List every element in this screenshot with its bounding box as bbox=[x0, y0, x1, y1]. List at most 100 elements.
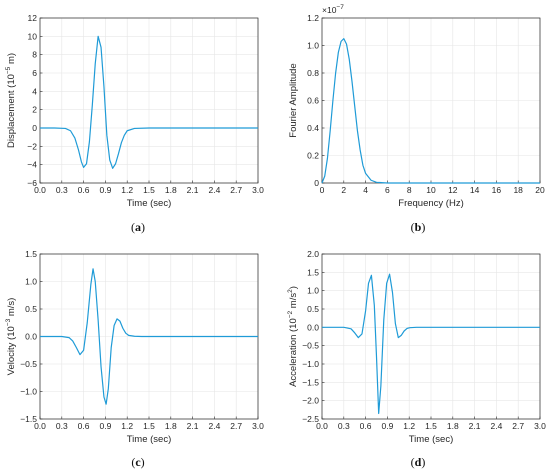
y-tick-label: −6 bbox=[27, 178, 37, 188]
label-part: ×10 bbox=[322, 5, 337, 15]
y-tick-label: 12 bbox=[28, 13, 38, 23]
series-line bbox=[322, 273, 540, 415]
x-tick-label: 1.5 bbox=[425, 421, 437, 431]
label-part: Displacement (10 bbox=[6, 74, 17, 148]
y-tick-label: 2 bbox=[32, 105, 37, 115]
y-tick-label: 0.5 bbox=[25, 304, 37, 314]
x-tick-label: 20 bbox=[535, 185, 545, 195]
y-tick-label: −2.0 bbox=[302, 396, 319, 406]
label-part: ( bbox=[131, 220, 135, 234]
label-part: ) bbox=[421, 220, 425, 234]
x-axis-label: Frequency (Hz) bbox=[398, 198, 463, 209]
x-tick-label: 2.7 bbox=[230, 421, 242, 431]
x-tick-label: 0.3 bbox=[56, 421, 68, 431]
x-tick-label: 16 bbox=[492, 185, 502, 195]
x-tick-label: 2 bbox=[341, 185, 346, 195]
x-tick-label: 0.0 bbox=[316, 421, 328, 431]
y-tick-label: 0.2 bbox=[307, 151, 319, 161]
subfigure-caption: (c) bbox=[131, 455, 144, 469]
x-tick-label: 8 bbox=[407, 185, 412, 195]
x-axis-label: Time (sec) bbox=[409, 434, 454, 445]
chart-panel-c: 0.0 0.3 0.6 0.9 1.2 1.5 1.8 2.1 2.4 2.7 3.0 −1.5 −1.… bbox=[5, 249, 264, 469]
y-tick-label: 2.0 bbox=[307, 249, 319, 259]
y-tick-label: −4 bbox=[27, 160, 37, 170]
x-tick-label: 0.6 bbox=[78, 421, 90, 431]
x-tick-label: 2.1 bbox=[187, 185, 199, 195]
y-tick-label: 1.5 bbox=[25, 249, 37, 259]
y-tick-label: 1.2 bbox=[307, 13, 319, 23]
y-tick-label: 0.8 bbox=[307, 68, 319, 78]
x-tick-label: 0.0 bbox=[34, 421, 46, 431]
y-tick-label: 1.5 bbox=[307, 267, 319, 277]
x-tick-label: 0.9 bbox=[381, 421, 393, 431]
x-tick-label: 0.6 bbox=[360, 421, 372, 431]
x-tick-label: 1.5 bbox=[143, 185, 155, 195]
label-part: −3 bbox=[5, 318, 12, 326]
label-part: d bbox=[415, 455, 422, 469]
label-part: ) bbox=[141, 455, 145, 469]
x-tick-label: 12 bbox=[448, 185, 458, 195]
y-tick-label: 0.6 bbox=[307, 96, 319, 106]
y-tick-label: −0.5 bbox=[20, 359, 37, 369]
y-tick-label: 0.4 bbox=[307, 123, 319, 133]
y-axis-label: Fourier Amplitude bbox=[288, 63, 299, 137]
label-part: ( bbox=[411, 220, 415, 234]
y-axis-label: Displacement (10−5 m) bbox=[5, 53, 17, 148]
x-tick-label: 0.9 bbox=[99, 421, 111, 431]
label-part: ( bbox=[131, 455, 135, 469]
x-tick-label: 0.0 bbox=[34, 185, 46, 195]
x-tick-label: 4 bbox=[363, 185, 368, 195]
label-part: ) bbox=[288, 286, 299, 289]
label-part: −2 bbox=[287, 310, 294, 318]
label-part: 2 bbox=[287, 289, 294, 293]
x-tick-label: 2.4 bbox=[490, 421, 502, 431]
x-tick-label: 1.2 bbox=[403, 421, 415, 431]
y-tick-label: −1.0 bbox=[302, 359, 319, 369]
label-part: m) bbox=[6, 53, 17, 67]
x-tick-label: 3.0 bbox=[252, 421, 264, 431]
y-axis-label: Acceleration (10−2 m/s2) bbox=[287, 286, 299, 387]
chart-panel-b: 0 2 4 6 8 10 12 14 16 18 20 0 0.2 0.4 0.6 0.8 1.0 1.2 Freq… bbox=[288, 4, 545, 234]
y-tick-label: 1.0 bbox=[307, 286, 319, 296]
x-tick-label: 2.1 bbox=[469, 421, 481, 431]
label-part: Velocity (10 bbox=[6, 326, 17, 375]
x-tick-label: 0.3 bbox=[338, 421, 350, 431]
plot-frame bbox=[39, 17, 259, 184]
label-part: −5 bbox=[5, 66, 12, 74]
x-tick-label: 14 bbox=[470, 185, 480, 195]
label-part: m/s bbox=[288, 293, 299, 311]
label-part: m/s) bbox=[6, 298, 17, 319]
x-tick-label: 2.1 bbox=[187, 421, 199, 431]
x-tick-label: 1.2 bbox=[121, 421, 133, 431]
label-part: ) bbox=[141, 220, 145, 234]
label-part: c bbox=[135, 455, 141, 469]
x-tick-label: 3.0 bbox=[534, 421, 546, 431]
x-tick-label: 0.6 bbox=[78, 185, 90, 195]
x-tick-label: 18 bbox=[513, 185, 523, 195]
y-tick-label: 1.0 bbox=[307, 41, 319, 51]
y-tick-label: −0.5 bbox=[302, 341, 319, 351]
y-tick-label: 1.0 bbox=[25, 277, 37, 287]
x-tick-label: 2.7 bbox=[512, 421, 524, 431]
series-line bbox=[40, 35, 258, 169]
x-tick-label: 2.7 bbox=[230, 185, 242, 195]
x-tick-label: 3.0 bbox=[252, 185, 264, 195]
series-line bbox=[40, 268, 258, 405]
y-tick-label: −1.5 bbox=[302, 377, 319, 387]
x-tick-label: 2.4 bbox=[208, 421, 220, 431]
x-axis-label: Time (sec) bbox=[127, 434, 172, 445]
y-tick-label: −2.5 bbox=[302, 414, 319, 424]
y-tick-label: −2 bbox=[27, 141, 37, 151]
x-tick-label: 1.2 bbox=[121, 185, 133, 195]
chart-panel-a: 0.0 0.3 0.6 0.9 1.2 1.5 1.8 2.1 2.4 2.7 3.0 −6 −4 −2 0… bbox=[5, 13, 264, 234]
y-tick-label: −1.0 bbox=[20, 387, 37, 397]
axis-exponent-label: ×10−7 bbox=[322, 4, 344, 15]
y-tick-label: 6 bbox=[32, 68, 37, 78]
label-part: b bbox=[415, 220, 422, 234]
subfigure-caption: (a) bbox=[131, 220, 145, 234]
y-tick-label: 0.0 bbox=[25, 332, 37, 342]
label-part: −7 bbox=[336, 4, 344, 11]
x-tick-label: 1.8 bbox=[447, 421, 459, 431]
chart-panel-d: 0.0 0.3 0.6 0.9 1.2 1.5 1.8 2.1 2.4 2.7 3.0 −2.5 −2.… bbox=[287, 249, 546, 469]
y-tick-label: 0 bbox=[314, 178, 319, 188]
